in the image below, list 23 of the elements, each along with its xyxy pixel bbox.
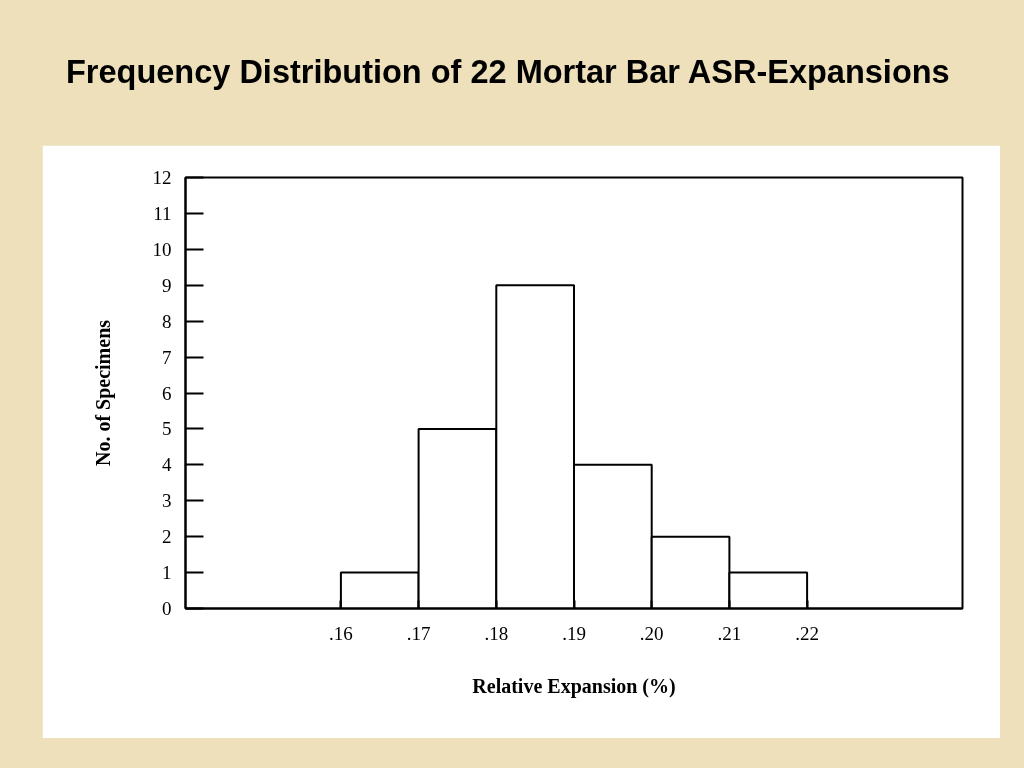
y-tick-label: 6 [162,382,172,404]
x-tick-label: .22 [795,622,819,644]
x-tick-label: .21 [717,622,742,644]
y-tick-label: 9 [162,274,172,296]
x-tick-label: .19 [562,622,586,644]
y-tick-label: 2 [162,526,172,548]
y-axis-title: No. of Specimens [91,319,115,467]
x-tick-label: .20 [639,622,664,644]
y-tick-label: 5 [162,418,172,440]
y-tick-label: 0 [162,598,172,619]
x-tick-label: .16 [329,622,353,644]
y-tick-label: 3 [162,490,172,512]
y-tick-label: 11 [153,202,172,224]
x-tick-label: .17 [406,622,431,644]
y-tick-label: 12 [152,167,172,188]
x-tick-label: .18 [484,622,509,644]
y-tick-label: 1 [162,562,172,584]
y-tick-label: 8 [162,310,172,332]
y-tick-label: 7 [162,346,172,368]
chart-title: Frequency Distribution of 22 Mortar Bar ASR-Expansions [66,53,950,92]
y-tick-label: 10 [152,238,172,260]
y-tick-label: 4 [162,454,172,476]
x-axis-title: Relative Expansion (%) [472,674,676,698]
